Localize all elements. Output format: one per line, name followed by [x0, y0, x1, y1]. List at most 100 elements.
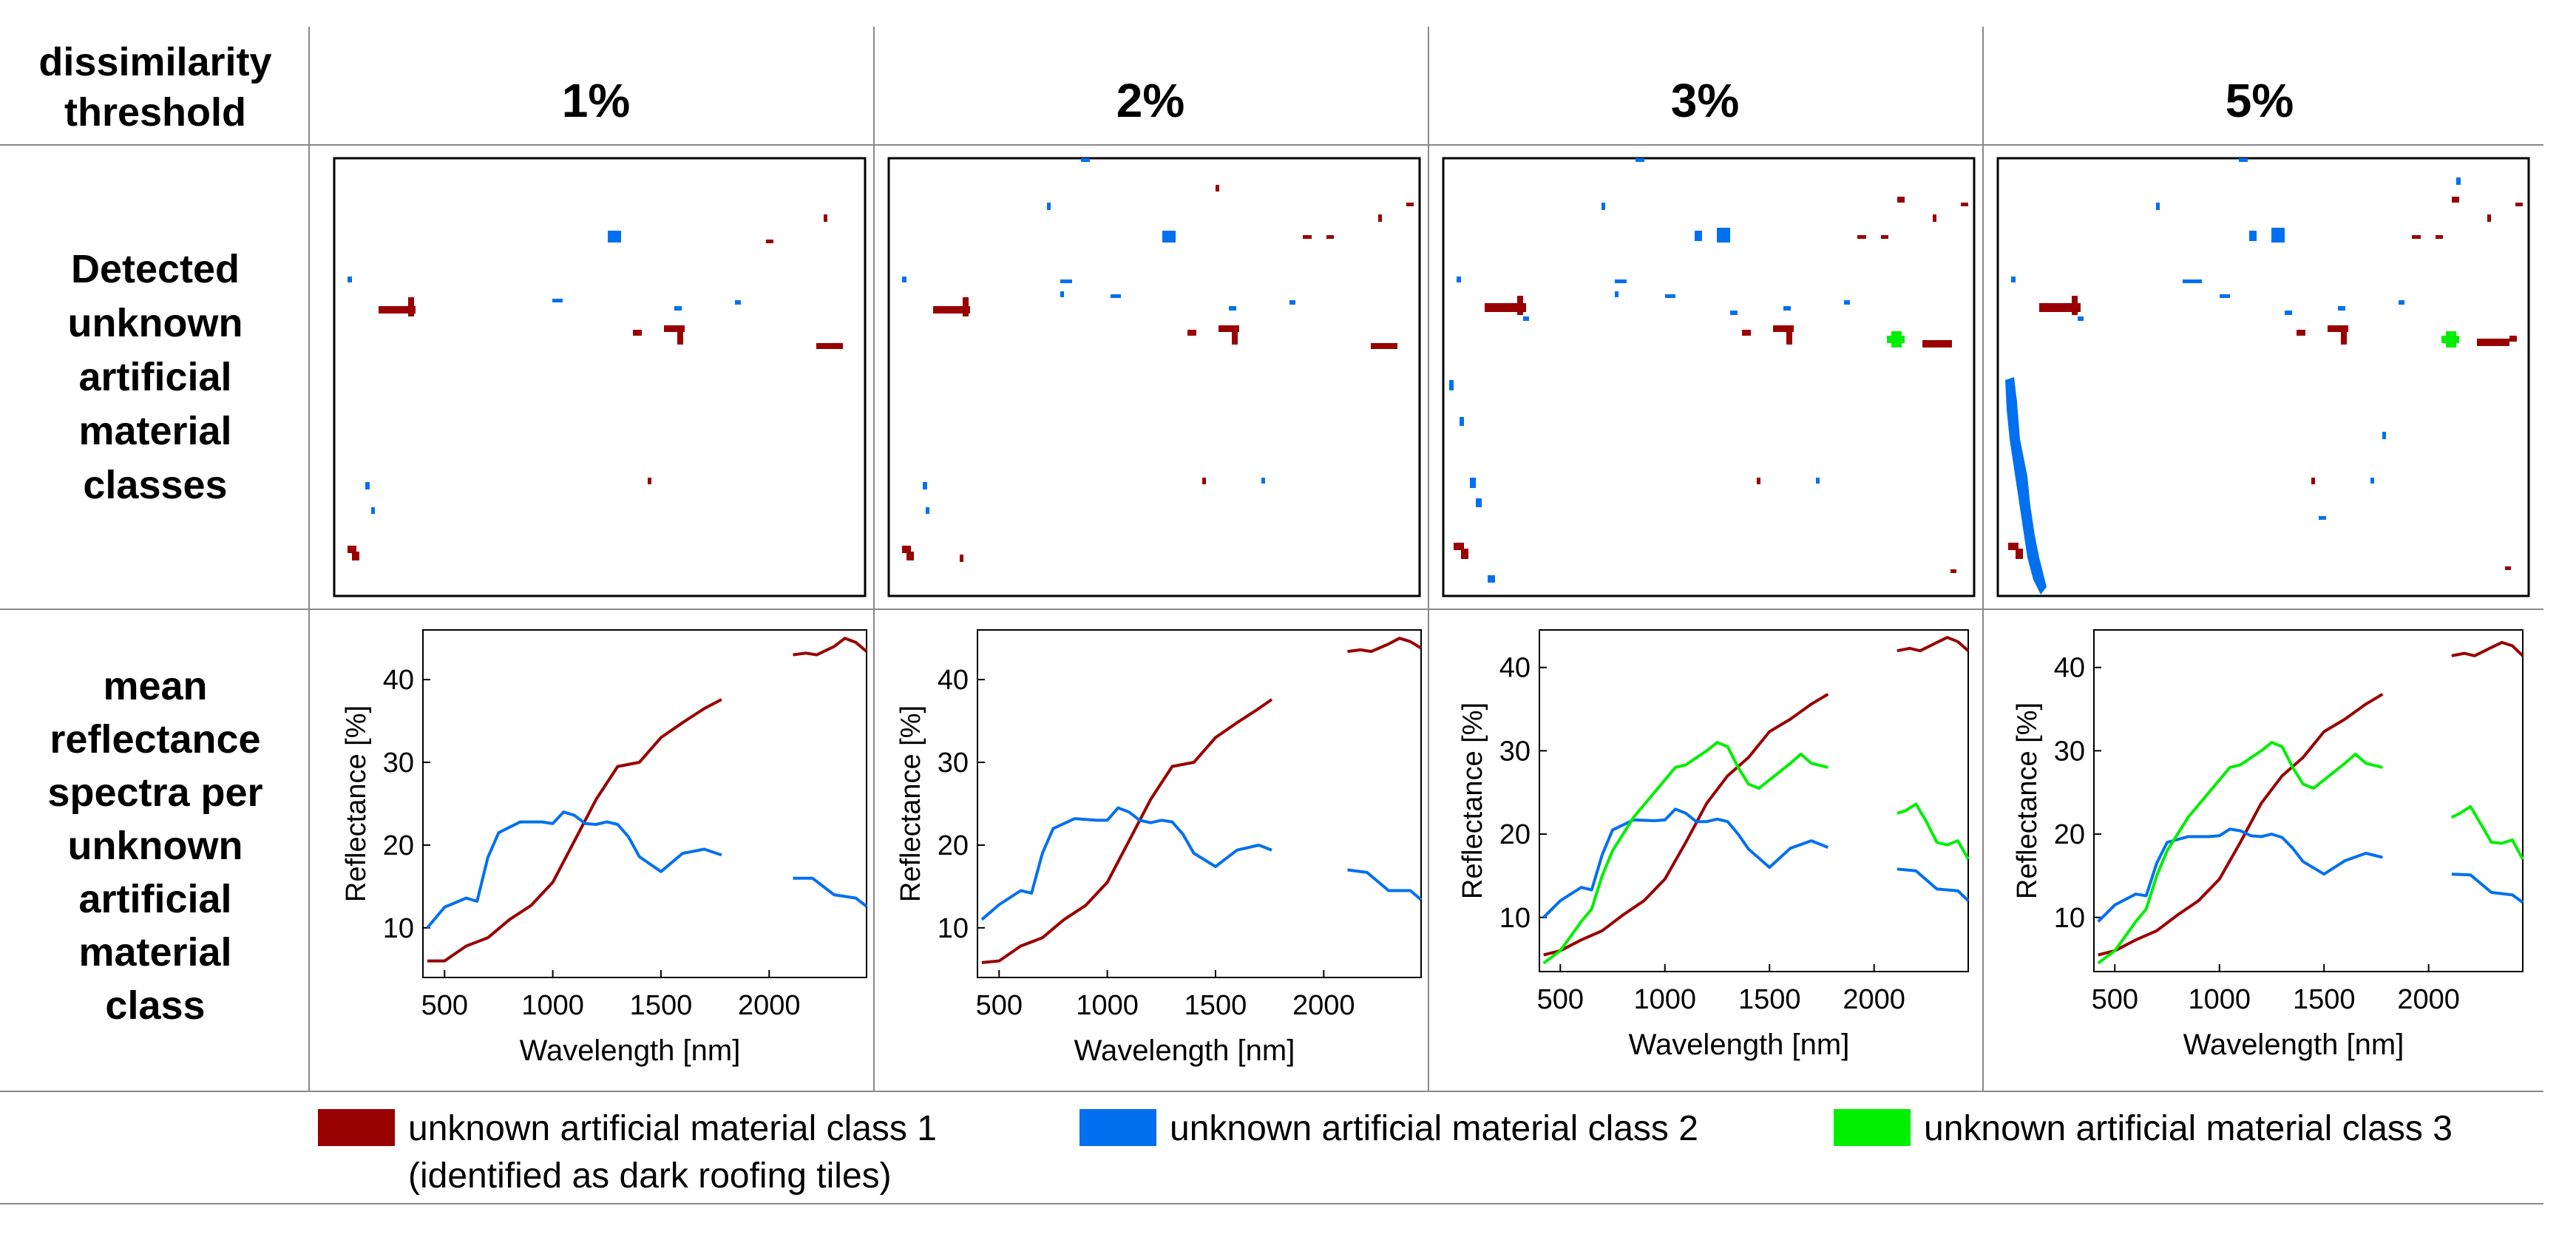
- y-tick-label: 30: [383, 748, 414, 779]
- spectrum-line-class2: [980, 806, 1272, 921]
- class1-region: [1378, 214, 1382, 222]
- x-tick-label: 2000: [2397, 984, 2460, 1015]
- class2-region: [1615, 291, 1619, 297]
- class1-region: [348, 546, 356, 553]
- spectrum-chart-1pct: 500 1000 1500 2000 10 20 30 40 Wavelength [nm] Re…: [341, 629, 868, 1067]
- class1-region: [824, 214, 827, 222]
- class2-region: [348, 231, 741, 514]
- class1-region: [902, 185, 1414, 562]
- class2-region: [1476, 498, 1482, 507]
- class2-region: [1047, 203, 1051, 210]
- class1-region: [1517, 296, 1523, 315]
- spectrum-line-class1: [427, 698, 722, 963]
- legend-swatch-class2: [1079, 1109, 1156, 1146]
- y-tick-label: 30: [2054, 736, 2085, 767]
- class2-region: [1695, 231, 1702, 241]
- class2-region: [1615, 279, 1627, 283]
- x-tick-label: 1500: [1738, 984, 1801, 1015]
- spectrum-line-class1: [1543, 693, 1829, 957]
- threshold-label-1: 1%: [562, 74, 631, 127]
- x-axis-label: Wavelength [nm]: [2183, 1028, 2404, 1061]
- class2-region: [2156, 203, 2160, 210]
- row-label-spectra: mean reflectance spectra per unknown art…: [47, 664, 262, 1028]
- class2-region: [1783, 306, 1791, 311]
- class-map-3pct: [1442, 157, 1976, 597]
- threshold-label-4: 5%: [2226, 74, 2294, 127]
- class2-region: [608, 231, 621, 243]
- plot-frame: [422, 629, 867, 978]
- legend-label-class3: unknown artificial material class 3: [1924, 1109, 2453, 1148]
- class3-region: [1887, 331, 1905, 348]
- class2-region: [552, 299, 563, 302]
- spectrum-chart-3pct: 500 1000 1500 2000 10 20 30 40 Wavelength [nm] Re…: [1457, 629, 1970, 1061]
- class1-region: [2328, 325, 2348, 332]
- class2-region: [365, 482, 370, 489]
- spectrum-line-class1: [981, 698, 1273, 964]
- class1-region: [2311, 478, 2315, 484]
- class3-region: [1887, 336, 1905, 343]
- spectrum-chart-2pct: 500 1000 1500 2000 10 20 30 40 Wavelength [nm] Re…: [895, 629, 1423, 1067]
- class1-region: [1461, 549, 1468, 559]
- row-label-spectra-line: reflectance: [50, 717, 260, 762]
- spectrum-line-class3: [2450, 804, 2524, 860]
- spectrum-chart-4pct: 500 1000 1500 2000 10 20 30 40 Wavelength [nm] Re…: [2012, 629, 2524, 1061]
- class2-region: [1470, 478, 1476, 488]
- class2-region: [2249, 231, 2257, 241]
- class2-region: [1449, 380, 1454, 390]
- x-axis-label: Wavelength [nm]: [1074, 1034, 1295, 1067]
- table-grid: [0, 27, 2543, 1204]
- class2-region: [1081, 158, 1090, 162]
- y-tick-label: 40: [1499, 653, 1531, 684]
- class1-region: [633, 330, 642, 336]
- class2-region: [1844, 300, 1850, 305]
- class1-region: [816, 343, 843, 349]
- class1-region: [352, 552, 359, 560]
- class1-region: [1216, 185, 1219, 192]
- legend-sublabel-class1: (identified as dark roofing tiles): [408, 1156, 892, 1196]
- legend-label-class2: unknown artificial material class 2: [1170, 1109, 1698, 1148]
- class2-region: [1060, 279, 1072, 283]
- row-label-spectra-line: material: [78, 930, 231, 975]
- x-tick-label: 1000: [521, 990, 584, 1021]
- class2-region: [2183, 279, 2202, 283]
- class2-region: [2005, 158, 2461, 594]
- class2-region: [1601, 203, 1605, 210]
- class1-region: [1454, 197, 1968, 573]
- class1-region: [1218, 325, 1239, 332]
- spectrum-line-class1: [1347, 637, 1423, 654]
- class1-region: [1933, 214, 1936, 222]
- x-tick-label: 1000: [1633, 984, 1696, 1015]
- class1-region: [677, 330, 683, 345]
- class2-region: [735, 300, 741, 305]
- class2-region: [1523, 316, 1529, 321]
- class2-region: [2456, 177, 2461, 185]
- class2-region: [1449, 158, 1850, 583]
- y-axis-label: Reflectance [%]: [895, 705, 926, 902]
- y-tick-label: 30: [938, 748, 969, 779]
- class1-region: [1371, 343, 1397, 349]
- x-tick-label: 2000: [738, 990, 801, 1021]
- x-tick-label: 500: [421, 990, 468, 1021]
- threshold-label-2: 2%: [1116, 74, 1185, 127]
- class2-region: [1636, 158, 1644, 162]
- y-tick-label: 10: [938, 913, 969, 944]
- row-label-maps: Detected unknown artificial material cla…: [68, 247, 243, 507]
- y-tick-label: 40: [2054, 653, 2085, 684]
- y-tick-label: 20: [1499, 819, 1531, 850]
- class2-region: [1457, 277, 1461, 282]
- x-tick-label: 2000: [1292, 990, 1355, 1021]
- class2-region: [902, 158, 1295, 514]
- legend-label-class1: unknown artificial material class 1: [408, 1109, 937, 1148]
- class1-region: [2412, 235, 2421, 239]
- class3-region: [2441, 331, 2459, 348]
- row-label-spectra-line: unknown: [68, 824, 243, 868]
- class1-region: [2297, 330, 2305, 336]
- y-tick-label: 40: [938, 665, 969, 696]
- corner-label-line2: threshold: [64, 90, 246, 135]
- class2-region: [1261, 478, 1265, 484]
- class1-region: [1757, 478, 1760, 484]
- plot-frame: [2093, 629, 2524, 972]
- class1-region: [2515, 203, 2523, 206]
- class3-region: [2441, 336, 2459, 343]
- class2-region: [1060, 291, 1064, 297]
